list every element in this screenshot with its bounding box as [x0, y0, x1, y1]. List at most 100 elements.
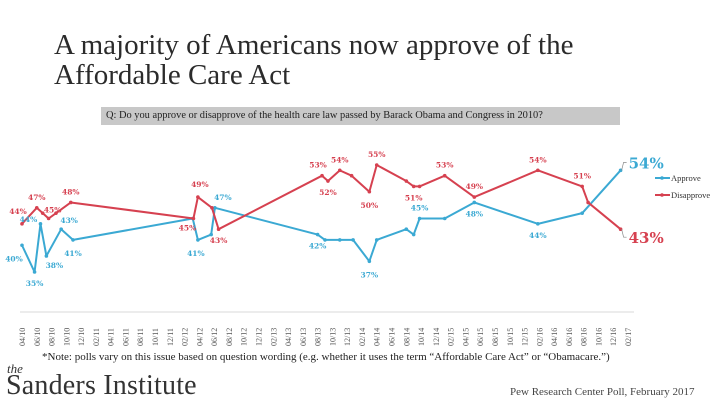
- series-lines: [20, 163, 623, 274]
- x-tick-label: 06/16: [565, 328, 574, 346]
- disapprove-point: [417, 184, 422, 189]
- disapprove-point: [367, 189, 372, 194]
- final-approve-value: 54%: [629, 154, 664, 172]
- x-tick-label: 02/17: [624, 328, 633, 346]
- x-tick-label: 10/10: [62, 328, 71, 346]
- approve-line: [21, 169, 622, 273]
- disapprove-data-label: 47%: [28, 193, 46, 202]
- disapprove-data-label: 54%: [331, 155, 349, 164]
- approve-point: [38, 222, 43, 226]
- approve-data-label: 44%: [529, 231, 547, 240]
- x-tick-label: 08/16: [580, 328, 589, 346]
- disapprove-point: [580, 184, 584, 189]
- x-tick-label: 02/15: [447, 328, 456, 346]
- disapprove-data-label: 51%: [573, 171, 591, 180]
- disapprove-data-label: 51%: [405, 193, 423, 202]
- x-tick-label: 10/14: [417, 328, 426, 346]
- disapprove-point: [374, 163, 379, 167]
- x-tick-label: 08/12: [225, 328, 234, 346]
- disapprove-point: [34, 206, 39, 210]
- brand-logo-the: the: [7, 361, 23, 376]
- x-tick-label: 06/11: [121, 328, 130, 346]
- final-disapprove-value: 43%: [629, 229, 664, 247]
- final-value-callouts: 54% 43%: [621, 154, 664, 247]
- approve-point: [44, 254, 49, 258]
- x-tick-label: 06/15: [476, 328, 485, 346]
- disapprove-point: [40, 211, 45, 215]
- x-tick-label: 12/13: [343, 328, 352, 346]
- approve-point: [442, 216, 447, 221]
- x-tick-label: 02/13: [269, 328, 278, 346]
- x-tick-label: 12/11: [166, 328, 175, 346]
- approve-point: [196, 238, 200, 242]
- approve-data-label: 38%: [46, 261, 64, 270]
- disapprove-data-label: 44%: [9, 207, 27, 216]
- disapprove-point: [20, 222, 24, 226]
- disapprove-point: [349, 173, 354, 178]
- brand-logo-name: Sanders Institute: [6, 370, 197, 401]
- footnote: *Note: polls vary on this issue based on…: [42, 351, 610, 363]
- x-tick-label: 12/16: [609, 328, 618, 346]
- approve-point: [536, 222, 540, 226]
- disapprove-point: [210, 206, 214, 210]
- disapprove-point: [326, 179, 330, 183]
- x-axis-tick-labels: 04/10 06/10 08/10 10/10 12/10 02/11 04/11 06/11…: [18, 328, 633, 346]
- disapprove-point: [196, 195, 200, 199]
- legend-approve-label: Approve: [671, 173, 701, 183]
- legend-disapprove-marker: [660, 193, 664, 197]
- disapprove-data-label: 49%: [191, 180, 209, 189]
- disapprove-data-label: 43%: [210, 236, 228, 245]
- disapprove-point: [68, 200, 73, 205]
- approve-point: [580, 211, 584, 215]
- x-tick-label: 12/15: [521, 328, 530, 346]
- x-tick-label: 06/14: [388, 328, 397, 346]
- legend-approve-marker: [660, 176, 664, 180]
- disapprove-point: [337, 168, 342, 173]
- approve-point: [209, 232, 213, 237]
- x-tick-label: 10/12: [240, 328, 249, 346]
- x-tick-label: 10/13: [328, 328, 337, 346]
- approve-point: [20, 243, 24, 248]
- approve-data-label: 48%: [465, 209, 483, 218]
- x-tick-label: 04/15: [461, 328, 470, 346]
- approve-point: [315, 232, 320, 237]
- x-tick-label: 04/11: [107, 328, 116, 346]
- approve-point: [351, 238, 355, 242]
- disapprove-point: [442, 173, 447, 178]
- disapprove-point: [320, 173, 324, 178]
- approve-point: [404, 227, 409, 231]
- x-tick-label: 12/12: [254, 328, 263, 346]
- approve-point: [367, 259, 372, 264]
- approve-data-label: 41%: [187, 249, 205, 258]
- approve-point: [374, 238, 379, 242]
- data-labels: 40%35%44%38%43%41% 41%47%42%37%45%48%44%4…: [5, 150, 591, 288]
- x-tick-label: 10/15: [506, 328, 515, 346]
- approve-data-label: 42%: [309, 242, 327, 251]
- x-tick-label: 04/12: [195, 328, 204, 346]
- x-tick-label: 06/10: [33, 328, 42, 346]
- disapprove-point: [216, 227, 221, 231]
- approve-point: [323, 238, 327, 242]
- approve-data-label: 45%: [411, 204, 429, 213]
- x-tick-label: 08/10: [48, 328, 57, 346]
- disapprove-point: [586, 200, 590, 205]
- approve-data-label: 43%: [60, 216, 78, 225]
- survey-question: Q: Do you approve or disapprove of the h…: [101, 107, 620, 125]
- x-tick-label: 02/12: [181, 328, 190, 346]
- x-tick-label: 04/16: [550, 328, 559, 346]
- x-tick-label: 10/16: [594, 328, 603, 346]
- x-tick-label: 08/14: [402, 328, 411, 346]
- approve-point: [59, 227, 63, 231]
- legend-disapprove-label: Disapprove: [671, 190, 710, 200]
- disapprove-point: [46, 216, 51, 221]
- x-tick-label: 10/11: [151, 328, 160, 346]
- approve-data-label: 35%: [26, 279, 44, 288]
- disapprove-point: [472, 195, 477, 199]
- approve-point: [337, 238, 342, 242]
- x-tick-label: 02/14: [358, 328, 367, 346]
- x-tick-label: 08/11: [136, 328, 145, 346]
- legend: Approve Disapprove: [655, 173, 710, 200]
- x-tick-label: 04/13: [284, 328, 293, 346]
- chart-title: A majority of Americans now approve of t…: [54, 29, 574, 91]
